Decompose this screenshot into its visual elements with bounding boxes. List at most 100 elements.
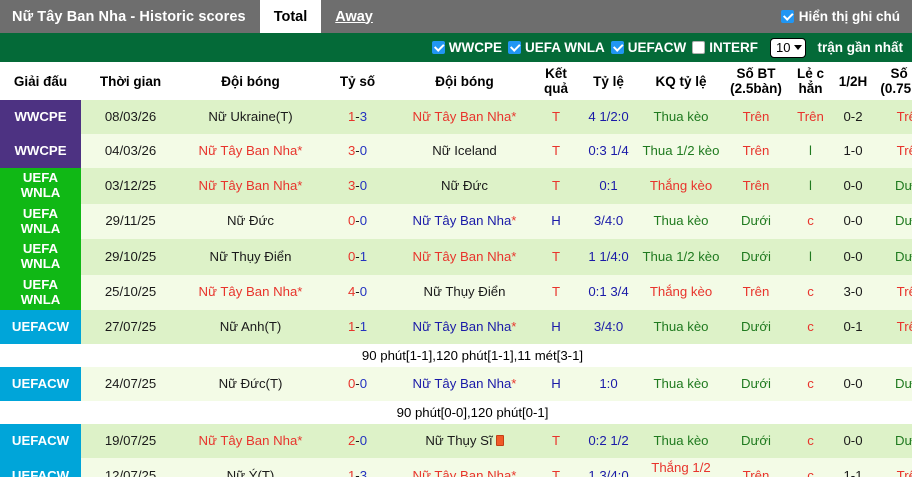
col-away-team[interactable]: Đội bóng [394, 62, 535, 101]
odds-result: Thắng kèo [640, 274, 722, 311]
col-result[interactable]: Kết quả [535, 62, 577, 101]
col-time[interactable]: Thời gian [81, 62, 180, 101]
historic-scores-table: Giải đấu Thời gian Đội bóng Tỷ số Đội bó… [0, 62, 912, 477]
match-count-select[interactable]: 10 [770, 37, 807, 58]
table-row[interactable]: UEFACW 24/07/25 Nữ Đức(T) 0-0 Nữ Tây Ban Nha… [0, 367, 912, 402]
half-time-score: 0-2 [831, 100, 875, 135]
league-badge[interactable]: UEFA WNLA [0, 239, 81, 275]
col-half[interactable]: 1/2H [831, 62, 875, 101]
table-row[interactable]: WWCPE 04/03/26 Nữ Tây Ban Nha* 3-0 Nữ Icelan… [0, 134, 912, 169]
filter-wwcpe[interactable]: WWCPE [431, 40, 503, 55]
col-score[interactable]: Tỷ số [321, 62, 394, 101]
match-score: 0-0 [321, 203, 394, 240]
home-team[interactable]: Nữ Ukraine(T) [180, 100, 321, 135]
tab-away-label: Away [335, 8, 373, 25]
table-row[interactable]: UEFA WNLA 25/10/25 Nữ Tây Ban Nha* 4-0 Nữ Th… [0, 274, 912, 311]
page-title: Nữ Tây Ban Nha - Historic scores [12, 8, 246, 25]
show-notes-toggle[interactable]: Hiển thị ghi chú [780, 0, 912, 33]
away-team[interactable]: Nữ Thụy Sĩ [394, 424, 535, 459]
odds-value: 0:1 [577, 168, 640, 204]
odds-result: Thua kèo [640, 424, 722, 459]
away-team[interactable]: Nữ Tây Ban Nha* [394, 458, 535, 477]
table-row[interactable]: UEFA WNLA 29/11/25 Nữ Đức 0-0 Nữ Tây Ban Nha… [0, 203, 912, 240]
away-team[interactable]: Nữ Tây Ban Nha* [394, 239, 535, 275]
league-badge[interactable]: UEFA WNLA [0, 203, 81, 240]
away-team[interactable]: Nữ Thụy Điển [394, 274, 535, 311]
col-home-team[interactable]: Đội bóng [180, 62, 321, 101]
odds-result: Thắng kèo [640, 168, 722, 204]
filter-wwcpe-checkbox[interactable] [431, 41, 445, 54]
col-league[interactable]: Giải đấu [0, 62, 81, 101]
over-under-25: Dưới [722, 367, 790, 402]
over-under-075: Dưới [875, 367, 912, 402]
half-time-score: 0-0 [831, 168, 875, 204]
col-odds-result[interactable]: KQ tỷ lệ [640, 62, 722, 101]
col-ou25[interactable]: Số BT (2.5bàn) [722, 62, 790, 101]
show-notes-checkbox[interactable] [780, 10, 794, 23]
match-score: 4-0 [321, 274, 394, 311]
match-count-value: 10 [776, 40, 791, 55]
filter-uefacw[interactable]: UEFACW [610, 40, 686, 55]
home-team[interactable]: Nữ Thụy Điển [180, 239, 321, 275]
league-badge[interactable]: UEFACW [0, 458, 81, 477]
home-team[interactable]: Nữ Tây Ban Nha* [180, 168, 321, 204]
match-note-row: 90 phút[0-0],120 phút[0-1] [0, 401, 912, 425]
over-under-075: Dưới [875, 168, 912, 204]
table-row[interactable]: UEFA WNLA 03/12/25 Nữ Tây Ban Nha* 3-0 Nữ Đứ… [0, 168, 912, 204]
tab-away[interactable]: Away [321, 0, 387, 33]
odds-result: Thắng 1/2 kèo [640, 458, 722, 477]
away-team[interactable]: Nữ Đức [394, 168, 535, 204]
home-team[interactable]: Nữ Đức [180, 203, 321, 240]
home-team[interactable]: Nữ Ý(T) [180, 458, 321, 477]
league-badge[interactable]: UEFACW [0, 424, 81, 459]
odds-result: Thua 1/2 kèo [640, 134, 722, 169]
league-badge[interactable]: UEFACW [0, 310, 81, 345]
odd-even: c [790, 367, 831, 402]
col-odds[interactable]: Tỷ lệ [577, 62, 640, 101]
filter-interf-checkbox[interactable] [692, 41, 706, 54]
league-badge[interactable]: WWCPE [0, 134, 81, 169]
tab-total[interactable]: Total [259, 0, 322, 33]
odd-even: c [790, 203, 831, 240]
odds-value: 1 1/4:0 [577, 239, 640, 275]
away-team[interactable]: Nữ Tây Ban Nha* [394, 100, 535, 135]
table-row[interactable]: UEFACW 27/07/25 Nữ Anh(T) 1-1 Nữ Tây Ban Nha… [0, 310, 912, 345]
away-team[interactable]: Nữ Tây Ban Nha* [394, 367, 535, 402]
home-team[interactable]: Nữ Tây Ban Nha* [180, 274, 321, 311]
match-score: 1-3 [321, 100, 394, 135]
home-team[interactable]: Nữ Tây Ban Nha* [180, 424, 321, 459]
table-row[interactable]: UEFA WNLA 29/10/25 Nữ Thụy Điển 0-1 Nữ Tây B… [0, 239, 912, 275]
home-team[interactable]: Nữ Anh(T) [180, 310, 321, 345]
half-time-score: 3-0 [831, 274, 875, 311]
result-letter: H [535, 310, 577, 345]
away-team[interactable]: Nữ Iceland [394, 134, 535, 169]
filter-interf[interactable]: INTERF [692, 40, 758, 55]
over-under-075: Dưới [875, 203, 912, 240]
table-row[interactable]: UEFACW 19/07/25 Nữ Tây Ban Nha* 2-0 Nữ Thụy … [0, 424, 912, 459]
league-badge[interactable]: WWCPE [0, 100, 81, 135]
table-row[interactable]: UEFACW 12/07/25 Nữ Ý(T) 1-3 Nữ Tây Ban Nha* T… [0, 458, 912, 477]
filter-uefa-wnla[interactable]: UEFA WNLA [508, 40, 605, 55]
league-badge[interactable]: UEFA WNLA [0, 168, 81, 204]
filter-wwcpe-label: WWCPE [448, 40, 503, 55]
filter-interf-label: INTERF [709, 40, 759, 55]
over-under-25: Dưới [722, 203, 790, 240]
filter-uefa-wnla-checkbox[interactable] [508, 41, 522, 54]
filter-uefacw-checkbox[interactable] [610, 41, 624, 54]
half-time-score: 0-1 [831, 310, 875, 345]
over-under-075: Trên [875, 310, 912, 345]
odd-even: Trên [790, 100, 831, 135]
league-badge[interactable]: UEFACW [0, 367, 81, 402]
league-badge[interactable]: UEFA WNLA [0, 274, 81, 311]
table-row[interactable]: WWCPE 08/03/26 Nữ Ukraine(T) 1-3 Nữ Tây Ban … [0, 100, 912, 135]
match-date: 19/07/25 [81, 424, 180, 459]
odds-value: 3/4:0 [577, 203, 640, 240]
col-ou075[interactable]: Số BT (0.75bàn) [875, 62, 912, 101]
red-card-icon [495, 435, 504, 447]
away-team[interactable]: Nữ Tây Ban Nha* [394, 310, 535, 345]
away-team[interactable]: Nữ Tây Ban Nha* [394, 203, 535, 240]
league-filter-bar: WWCPE UEFA WNLA UEFACW INTERF 10 trận gầ… [0, 33, 912, 62]
home-team[interactable]: Nữ Đức(T) [180, 367, 321, 402]
home-team[interactable]: Nữ Tây Ban Nha* [180, 134, 321, 169]
col-odd-even[interactable]: Lẻ c hẳn [790, 62, 831, 101]
